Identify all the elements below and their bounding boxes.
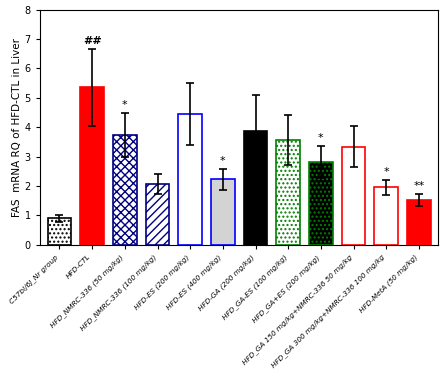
Bar	[309, 162, 333, 245]
Text: *: *	[318, 133, 324, 143]
Bar	[374, 188, 398, 245]
Y-axis label: FAS  mRNA RQ of HFD-CTL in Liver: FAS mRNA RQ of HFD-CTL in Liver	[12, 38, 22, 217]
Bar	[342, 147, 365, 245]
Bar	[244, 130, 267, 245]
Bar	[277, 140, 300, 245]
Text: *: *	[122, 100, 127, 110]
Text: *: *	[383, 167, 389, 177]
Bar	[146, 184, 169, 245]
Bar	[178, 114, 202, 245]
Bar	[48, 218, 71, 245]
Bar	[211, 180, 234, 245]
Text: ##: ##	[83, 36, 102, 46]
Bar	[80, 87, 104, 245]
Text: **: **	[413, 181, 424, 191]
Bar	[407, 200, 431, 245]
Text: *: *	[220, 156, 226, 166]
Bar	[113, 135, 137, 245]
